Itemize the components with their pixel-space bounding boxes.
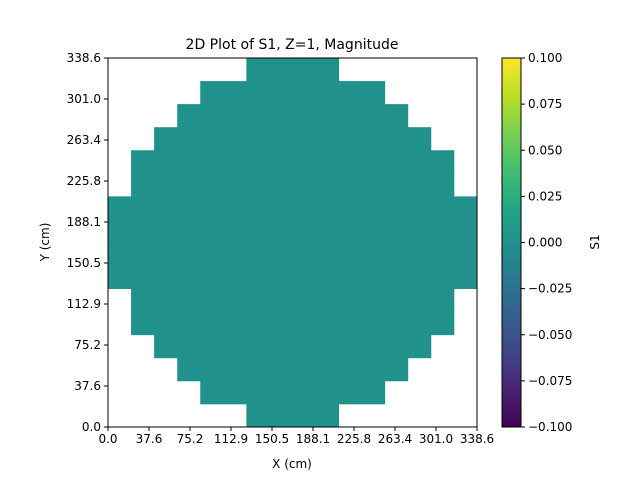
y-tick-label: 188.1 bbox=[67, 215, 101, 229]
x-tick-label: 112.9 bbox=[214, 432, 248, 446]
x-tick-label: 225.8 bbox=[337, 432, 371, 446]
heatmap-cell-row bbox=[131, 311, 455, 336]
x-tick-label: 301.0 bbox=[419, 432, 453, 446]
y-tick-label: 150.5 bbox=[67, 256, 101, 270]
x-tick-label: 75.2 bbox=[177, 432, 204, 446]
colorbar-tick-label: 0.100 bbox=[528, 51, 562, 65]
heatmap-cell-row bbox=[108, 196, 478, 220]
y-tick-label: 225.8 bbox=[67, 174, 101, 188]
x-tick-label: 188.1 bbox=[296, 432, 330, 446]
x-axis: 0.0 37.6 75.2 112.9 150.5 188.1 225.8 263.4 301.… bbox=[98, 427, 494, 446]
heatmap-cell-row bbox=[131, 288, 455, 313]
heatmap-cell-row bbox=[131, 173, 455, 197]
heatmap-cell-row bbox=[246, 403, 340, 428]
heatmap-cell-row bbox=[246, 58, 340, 82]
y-tick-label: 338.6 bbox=[67, 51, 101, 65]
colorbar-tick-label: 0.000 bbox=[528, 236, 562, 250]
heatmap-cell-row bbox=[200, 81, 386, 105]
colorbar-tick-label: −0.025 bbox=[528, 282, 572, 296]
plot-frame bbox=[107, 57, 478, 428]
y-axis: 0.0 37.6 75.2 112.9 150.5 188.1 225.8 263.4 301.… bbox=[67, 51, 108, 434]
y-axis-label: Y (cm) bbox=[38, 223, 52, 263]
x-tick-label: 0.0 bbox=[98, 432, 117, 446]
y-tick-label: 0.0 bbox=[82, 420, 101, 434]
heatmap-cell-row bbox=[154, 334, 432, 359]
heatmap-cell-row bbox=[154, 127, 432, 151]
chart-title: 2D Plot of S1, Z=1, Magnitude bbox=[186, 37, 399, 53]
y-tick-label: 263.4 bbox=[67, 133, 101, 147]
colorbar-label: S1 bbox=[588, 234, 602, 249]
colorbar-axis: 0.100 0.075 0.050 0.025 0.000 −0.025 −0.050 −0.… bbox=[521, 51, 572, 434]
y-tick-label: 37.6 bbox=[74, 379, 101, 393]
y-tick-label: 301.0 bbox=[67, 92, 101, 106]
heatmap-cell-row bbox=[108, 265, 478, 290]
heatmap-cell-row bbox=[131, 150, 455, 174]
x-tick-label: 338.6 bbox=[460, 432, 494, 446]
colorbar-tick-label: −0.050 bbox=[528, 328, 572, 342]
heatmap-cell-row bbox=[177, 357, 409, 382]
colorbar-tick-label: 0.050 bbox=[528, 143, 562, 157]
heatmap-cells bbox=[108, 58, 478, 428]
y-tick-label: 75.2 bbox=[74, 338, 101, 352]
colorbar-tick-label: 0.025 bbox=[528, 189, 562, 203]
colorbar-tick-label: 0.075 bbox=[528, 97, 562, 111]
heatmap-cell-row bbox=[108, 242, 478, 266]
x-tick-label: 150.5 bbox=[255, 432, 289, 446]
x-tick-label: 263.4 bbox=[378, 432, 412, 446]
colorbar-gradient bbox=[501, 57, 522, 428]
heatmap-cell-row bbox=[177, 104, 409, 128]
y-tick-label: 112.9 bbox=[67, 297, 101, 311]
heatmap-cell-row bbox=[108, 219, 478, 243]
x-axis-label: X (cm) bbox=[272, 457, 312, 471]
x-tick-label: 37.6 bbox=[136, 432, 163, 446]
heatmap-cell-row bbox=[200, 380, 386, 405]
colorbar-tick-label: −0.075 bbox=[528, 374, 572, 388]
colorbar-tick-label: −0.100 bbox=[528, 420, 572, 434]
